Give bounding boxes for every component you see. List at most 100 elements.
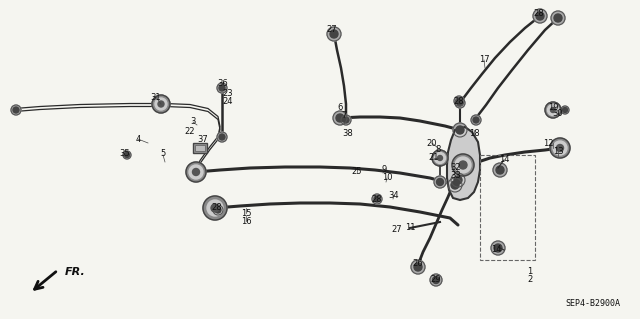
Text: 24: 24 — [223, 98, 233, 107]
Text: 38: 38 — [342, 129, 353, 137]
Text: 3: 3 — [190, 117, 196, 127]
Circle shape — [456, 98, 462, 104]
Circle shape — [374, 196, 380, 202]
Circle shape — [414, 263, 422, 271]
Text: 28: 28 — [534, 10, 544, 19]
Circle shape — [433, 277, 440, 284]
Circle shape — [343, 117, 349, 123]
Circle shape — [219, 85, 225, 91]
Circle shape — [341, 115, 351, 125]
Circle shape — [434, 176, 446, 188]
Circle shape — [215, 207, 221, 213]
Text: 4: 4 — [136, 135, 141, 144]
Circle shape — [207, 200, 223, 216]
Text: FR.: FR. — [65, 267, 86, 277]
Text: 29: 29 — [431, 275, 441, 284]
Circle shape — [448, 178, 462, 192]
Circle shape — [203, 196, 227, 220]
Circle shape — [563, 108, 568, 113]
Circle shape — [432, 150, 448, 166]
Circle shape — [496, 166, 504, 174]
Circle shape — [330, 30, 338, 38]
Text: 28: 28 — [454, 97, 464, 106]
Text: 13: 13 — [553, 146, 563, 155]
Circle shape — [430, 274, 442, 286]
Circle shape — [217, 83, 227, 93]
Text: 2: 2 — [527, 276, 532, 285]
Text: 8: 8 — [435, 145, 441, 154]
Circle shape — [211, 204, 219, 212]
Text: 10: 10 — [381, 174, 392, 182]
Circle shape — [193, 168, 200, 175]
Circle shape — [557, 145, 563, 152]
Text: 5: 5 — [161, 149, 166, 158]
Text: 15: 15 — [241, 209, 252, 218]
Text: 7: 7 — [341, 110, 347, 120]
Text: 9: 9 — [381, 166, 387, 174]
Circle shape — [536, 12, 544, 20]
Circle shape — [561, 106, 569, 114]
Polygon shape — [447, 127, 480, 200]
Circle shape — [327, 27, 341, 41]
Circle shape — [333, 111, 347, 125]
Circle shape — [411, 260, 425, 274]
Circle shape — [459, 161, 467, 169]
Circle shape — [451, 181, 459, 189]
Text: 30: 30 — [553, 108, 563, 117]
Circle shape — [435, 152, 445, 164]
Text: 26: 26 — [413, 258, 423, 268]
Text: 37: 37 — [198, 135, 209, 144]
Circle shape — [438, 155, 442, 160]
Bar — [193, 143, 207, 153]
Text: 34: 34 — [388, 190, 399, 199]
Text: 28: 28 — [372, 195, 382, 204]
Text: 1: 1 — [527, 268, 532, 277]
Circle shape — [213, 205, 223, 215]
Text: 6: 6 — [337, 102, 342, 112]
Circle shape — [219, 134, 225, 140]
Circle shape — [13, 107, 19, 113]
Circle shape — [186, 162, 206, 182]
Circle shape — [451, 173, 465, 187]
Text: 21: 21 — [429, 153, 439, 162]
Circle shape — [452, 154, 474, 176]
Circle shape — [158, 101, 164, 107]
Circle shape — [454, 96, 464, 106]
Circle shape — [550, 108, 556, 113]
Circle shape — [473, 117, 479, 123]
Circle shape — [553, 141, 567, 155]
Bar — [195, 145, 205, 151]
Text: 11: 11 — [404, 224, 415, 233]
Text: 32: 32 — [451, 164, 461, 173]
Text: 36: 36 — [218, 78, 228, 87]
Circle shape — [456, 126, 464, 134]
Text: 31: 31 — [150, 93, 161, 101]
Circle shape — [152, 95, 170, 113]
Text: 19: 19 — [548, 102, 558, 112]
Text: SEP4-B2900A: SEP4-B2900A — [565, 299, 620, 308]
Circle shape — [551, 11, 565, 25]
Circle shape — [189, 165, 203, 179]
Circle shape — [155, 98, 167, 110]
Circle shape — [453, 123, 467, 137]
Circle shape — [471, 115, 481, 125]
Text: 23: 23 — [223, 90, 234, 99]
Text: 33: 33 — [451, 172, 461, 181]
Circle shape — [11, 105, 21, 115]
Circle shape — [491, 241, 505, 255]
Circle shape — [125, 152, 129, 158]
Circle shape — [455, 98, 465, 108]
Text: 25: 25 — [352, 167, 362, 176]
Circle shape — [217, 132, 227, 142]
Text: 14: 14 — [499, 155, 509, 165]
Text: 12: 12 — [543, 138, 553, 147]
Text: 18: 18 — [468, 129, 479, 137]
Circle shape — [123, 151, 131, 159]
Text: 14: 14 — [491, 244, 501, 254]
Circle shape — [494, 244, 502, 252]
Circle shape — [554, 14, 562, 22]
Circle shape — [547, 105, 559, 115]
Text: 27: 27 — [392, 226, 403, 234]
Text: 28: 28 — [212, 204, 222, 212]
Circle shape — [436, 179, 444, 186]
